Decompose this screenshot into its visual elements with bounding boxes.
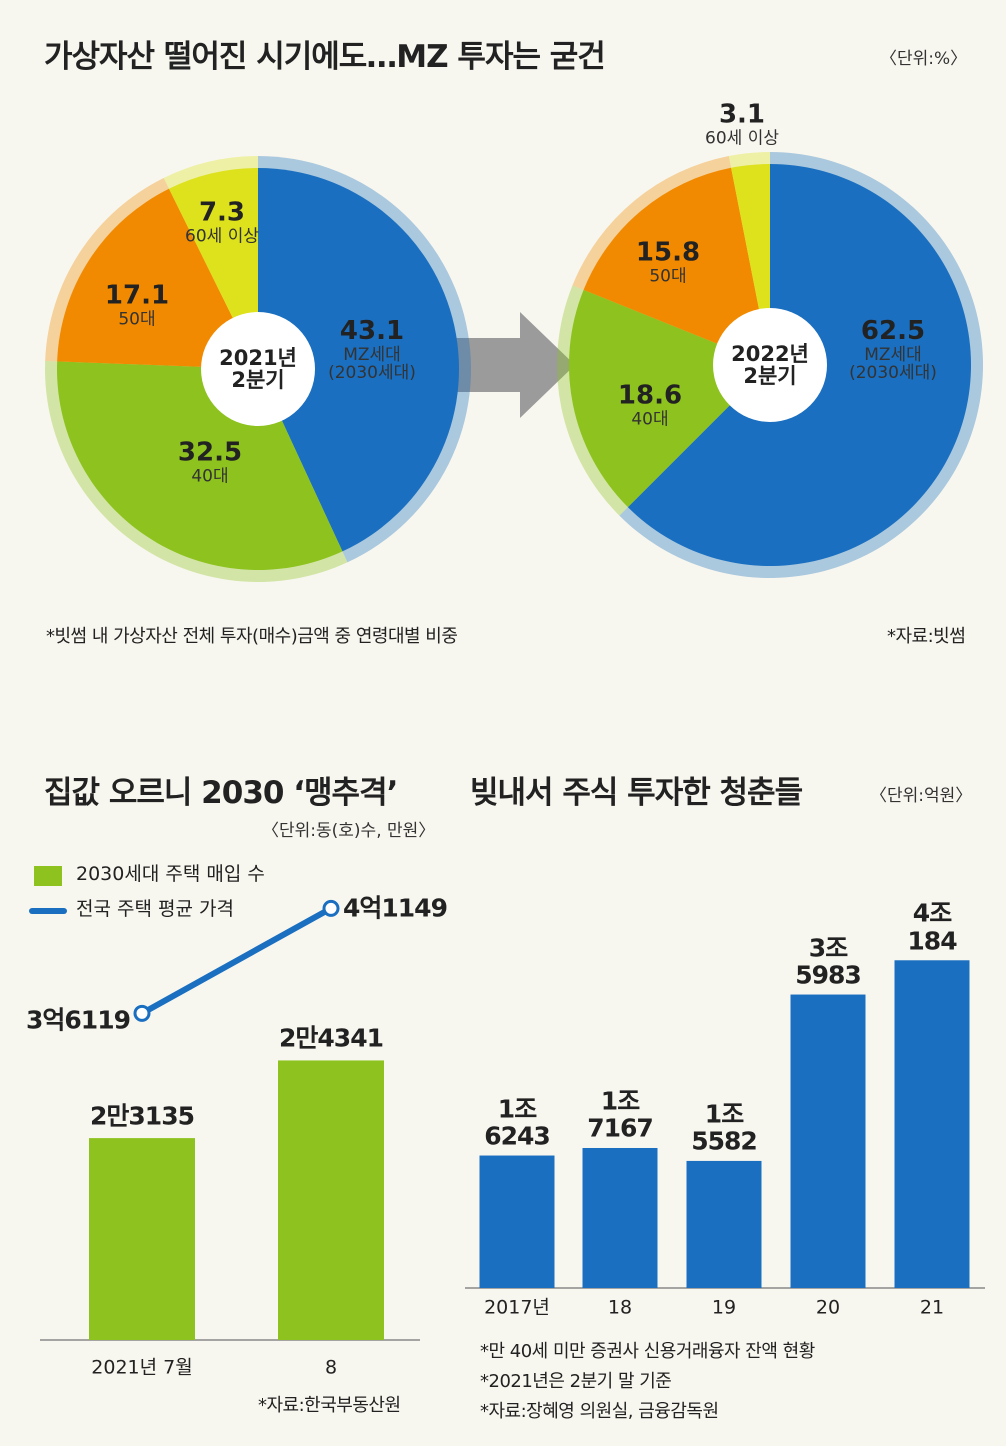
unit: 〈단위:%〉 <box>880 49 968 69</box>
slice-category: MZ세대 (2030세대) <box>849 344 937 384</box>
slice-label: 15.8 50대 <box>636 238 700 285</box>
slice-category: MZ세대 (2030세대) <box>328 344 416 384</box>
line <box>140 905 333 1016</box>
x-tick-label: 2021년 7월 <box>91 1356 193 1379</box>
source: *자료:한국부동산원 <box>258 1395 401 1416</box>
slice-category: 40대 <box>191 465 229 486</box>
legend-label: 2030세대 주택 매입 수 <box>76 863 265 885</box>
bar <box>686 1160 762 1288</box>
bar <box>89 1138 195 1340</box>
source: *자료:빗썸 <box>887 626 966 647</box>
pie-slice <box>258 168 459 552</box>
bar-label: 2만4341 <box>279 1023 384 1053</box>
slice-label: 62.5 MZ세대 (2030세대) <box>849 317 937 383</box>
x-tick-label: 18 <box>607 1296 633 1319</box>
unit: 〈단위:동(호)수, 만원〉 <box>262 821 436 841</box>
slice-label: 17.1 50대 <box>105 281 169 328</box>
pie-slice <box>583 167 770 365</box>
slice-label: 43.1 MZ세대 (2030세대) <box>328 317 416 383</box>
note: *만 40세 미만 증권사 신용거래융자 잔액 현황 <box>480 1341 815 1362</box>
line-point <box>133 1004 151 1022</box>
pie-center <box>201 312 315 426</box>
slice-value: 43.1 <box>339 316 405 347</box>
line-label: 4억1149 <box>343 893 448 923</box>
center-label: 2021년 2분기 <box>219 345 297 392</box>
bar-label: 1조 7167 <box>587 1086 654 1143</box>
bar <box>894 960 970 1288</box>
x-tick-label: 21 <box>919 1296 945 1319</box>
bar <box>582 1147 658 1288</box>
x-tick-label: 19 <box>711 1296 737 1319</box>
slice-label: 32.5 40대 <box>178 438 242 485</box>
x-tick-label: 2017년 <box>484 1296 550 1319</box>
bar-label: 4조 184 <box>907 898 957 956</box>
unit: 〈단위:억원〉 <box>870 786 973 806</box>
bar-label: 1조 5582 <box>691 1099 758 1156</box>
bar <box>790 994 866 1288</box>
arrow <box>440 312 575 418</box>
slice-category: 60세 이상 <box>185 225 259 246</box>
slice-label: 3.1 60세 이상 <box>705 100 779 147</box>
slice-value: 17.1 <box>104 280 170 311</box>
bar-label: 3조 5983 <box>795 933 862 990</box>
line-label: 3억6119 <box>26 1005 131 1035</box>
bar-label: 1조 6243 <box>484 1094 551 1151</box>
x-tick-label: 8 <box>324 1356 338 1379</box>
note: *자료:장혜영 의원실, 금융감독원 <box>480 1401 719 1422</box>
chart-title: 집값 오르니 2030 ‘맹추격’ <box>44 775 398 811</box>
bar <box>479 1155 555 1288</box>
pie-center <box>713 308 827 422</box>
line-point <box>322 899 340 917</box>
chart-title: 빚내서 주식 투자한 청춘들 <box>470 775 803 811</box>
x-tick-label: 20 <box>815 1296 841 1319</box>
slice-value: 62.5 <box>860 316 926 347</box>
bar <box>278 1060 384 1340</box>
slice-category: 50대 <box>118 308 156 329</box>
pie-slice <box>57 188 258 369</box>
legend-label: 전국 주택 평균 가격 <box>76 898 234 920</box>
pie-slice <box>569 289 770 508</box>
slice-category: 40대 <box>631 408 669 429</box>
legend-swatch <box>34 866 62 886</box>
slice-label: 7.3 60세 이상 <box>185 198 259 245</box>
slice-label: 18.6 40대 <box>618 381 682 428</box>
slice-category: 60세 이상 <box>705 127 779 148</box>
bar-label: 2만3135 <box>90 1101 195 1131</box>
center-label: 2022년 2분기 <box>731 341 809 388</box>
note: *2021년은 2분기 말 기준 <box>480 1371 672 1392</box>
slice-value: 15.8 <box>635 237 701 268</box>
slice-value: 32.5 <box>177 437 243 468</box>
chart-title: 가상자산 떨어진 시기에도…MZ 투자는 굳건 <box>44 39 606 75</box>
slice-value: 18.6 <box>617 380 683 411</box>
slice-category: 50대 <box>649 265 687 286</box>
note: *빗썸 내 가상자산 전체 투자(매수)금액 중 연령대별 비중 <box>46 626 458 647</box>
slice-value: 7.3 <box>198 197 246 228</box>
slice-value: 3.1 <box>718 99 766 130</box>
